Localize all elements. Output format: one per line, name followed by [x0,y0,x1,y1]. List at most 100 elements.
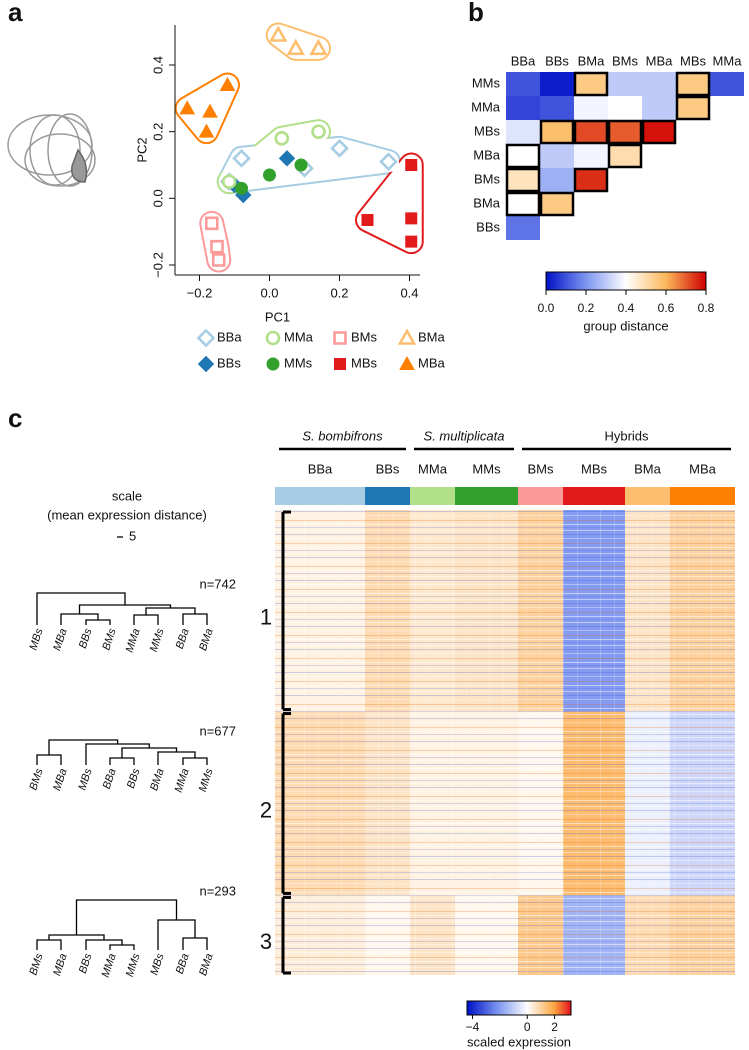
x-tick-label: 0.0 [260,285,278,300]
cell-box [573,119,609,145]
row-label: MBs [474,123,501,138]
column-label: MBs [680,53,707,68]
cell [710,72,744,96]
panel-label: b [468,0,484,27]
point [235,181,248,195]
heat-texture [275,895,735,975]
cluster-size: n=742 [199,576,236,591]
cell [574,168,608,192]
cell [540,72,574,96]
cell [506,144,540,168]
colorbar [545,271,707,291]
point [405,159,418,171]
venn-icon [7,113,96,187]
panel-label: a [8,0,23,27]
legend-symbol [265,330,281,346]
group-label: BBa [308,461,333,476]
point [202,103,218,118]
legend-label: MMa [284,329,314,344]
point [309,38,328,56]
cluster-size: n=677 [199,723,236,738]
point [263,168,276,182]
leaf-label: MBa [51,952,69,977]
cell [574,144,608,168]
column-label: BMa [578,53,606,68]
point [330,138,349,158]
leaf-label: BBa [174,627,192,650]
legend-label: MBa [418,355,446,370]
cell [642,72,676,96]
colorbar-label: scaled expression [467,1034,571,1049]
group-color [275,487,365,505]
x-tick-label: 0.4 [400,285,418,300]
colorbar-tick-label: 0.8 [698,301,715,315]
point [278,150,296,167]
cell-box [505,143,541,169]
dendrogram-branch [133,614,159,625]
cell-box [607,143,643,169]
y-axis-label: PC2 [134,137,149,162]
cell-box [641,119,677,145]
cell [506,168,540,192]
point [379,152,398,172]
dendrogram-branch [182,757,208,765]
row-label: BMa [473,195,501,210]
cell-box [675,71,711,97]
y-tick-label: 0.2 [150,123,165,141]
dendrogram-branch [36,939,62,950]
cell [506,72,540,96]
cell [608,120,642,144]
scale-subtitle: (mean expression distance) [47,507,207,522]
dendrogram-branch [157,919,196,950]
leaf-label: MBs [27,627,45,652]
group-label: MMs [472,461,501,476]
group-label: BBs [376,461,400,476]
leaf-label: BBa [174,952,192,975]
cell [506,216,540,240]
y-tick-label: −0.2 [150,252,165,278]
cell [540,120,574,144]
point [361,214,374,226]
point [198,123,215,138]
legend-label: MBs [351,355,378,370]
x-tick-label: 0.2 [330,285,348,300]
dendrogram-branch [182,937,208,950]
legend-label: BBs [217,355,241,370]
cell [540,192,574,216]
row-label: MBa [473,147,501,162]
cell [506,120,540,144]
leaf-label: BMa [197,627,215,652]
scale-title: scale [112,488,142,503]
row-label: MMs [472,75,501,90]
legend-symbol [333,331,347,345]
x-tick-label: −0.2 [187,285,213,300]
point [405,235,418,248]
cell-box [573,167,609,193]
column-label: MMa [713,53,743,68]
legend-symbol [197,355,215,373]
scale-value: 5 [129,528,136,543]
cell-box [539,119,575,145]
cluster-label: 2 [260,797,272,822]
legend-label: MMs [284,355,313,370]
legend-label: BBa [217,329,242,344]
cell [642,96,676,120]
leaf-label: MMa [100,952,119,979]
point [211,253,226,267]
legend-symbol [196,328,216,348]
legend-symbol [334,358,346,370]
leaf-label: BBs [77,627,95,650]
panel-label: c [8,403,22,433]
legend-label: BMs [351,329,378,344]
cell [676,96,710,120]
leaf-label: MMa [124,627,143,654]
cell [574,120,608,144]
point [286,38,305,56]
species-label: S. bombifrons [302,428,383,443]
group-label: BMa [634,461,662,476]
cell-box [539,191,575,217]
cell [608,96,642,120]
leaf-label: MMs [148,627,167,654]
cell [506,192,540,216]
heat-texture [275,711,735,896]
